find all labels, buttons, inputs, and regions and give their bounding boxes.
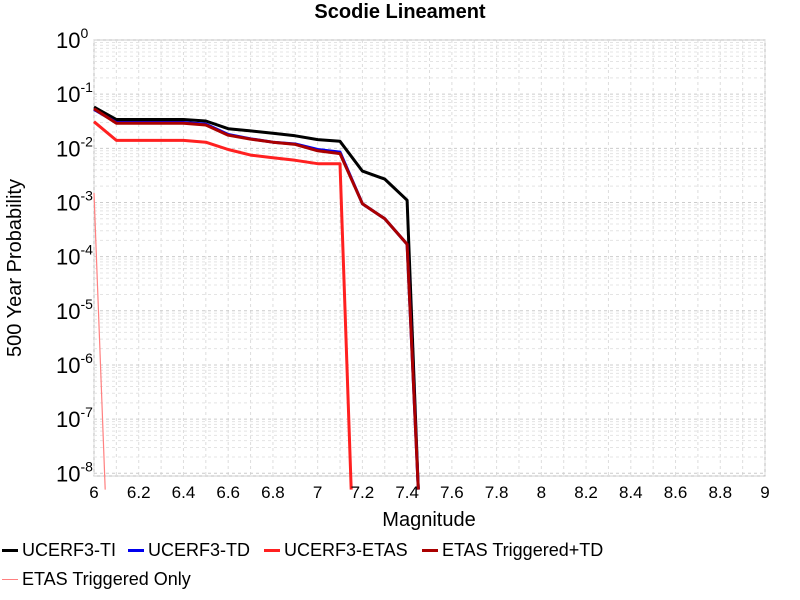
y-tick-label: 10-2 [56,133,93,161]
y-tick-label: 10-7 [56,404,93,432]
y-tick-label: 10-1 [56,79,93,107]
x-tick-label: 7.4 [395,483,419,502]
y-axis-label: 500 Year Probability [4,179,26,357]
legend-label: UCERF3-ETAS [284,540,408,560]
x-tick-labels: 6 6.2 6.4 6.6 6.8 7 7.2 7.4 7.6 7.8 8 8.2 8.4 8.6 8.8 9 [89,483,769,502]
legend-label: ETAS Triggered Only [22,569,191,589]
x-tick-label: 8 [537,483,546,502]
x-tick-label: 9 [760,483,769,502]
y-tick-label: 10-5 [56,296,93,324]
y-tick-label: 100 [56,25,88,53]
chart-title: Scodie Lineament [314,1,485,23]
legend-swatch [422,549,438,552]
x-tick-label: 7 [313,483,322,502]
x-tick-label: 8.4 [619,483,643,502]
x-tick-label: 6.6 [216,483,240,502]
y-tick-labels: 100 10-1 10-2 10-3 10-4 10-5 10-6 10-7 10-8 [56,25,93,486]
x-tick-label: 8.8 [708,483,732,502]
x-tick-label: 6.4 [172,483,196,502]
chart: Scodie Lineament 6 6.2 6.4 6.6 6.8 7 7.2 7.4 7.6… [4,1,770,531]
y-tick-label: 10-3 [56,187,93,215]
x-axis-label: Magnitude [382,509,475,531]
y-tick-label: 10-6 [56,350,93,378]
series-line-etas-triggered-only [93,192,106,490]
x-tick-label: 6.8 [261,483,285,502]
legend-swatch [128,549,144,552]
series-line-ucerf3-etas [93,120,353,490]
y-tick-label: 10-4 [56,242,93,270]
legend-item-etas-triggered-only: ETAS Triggered Only [2,569,191,590]
legend-item-ucerf3-ti: UCERF3-TI [2,540,116,561]
legend-swatch [264,549,280,552]
legend-item-ucerf3-td: UCERF3-TD [128,540,250,561]
grid [93,39,766,477]
legend: UCERF3-TI UCERF3-TD UCERF3-ETAS ETAS Tri… [0,538,800,600]
x-tick-label: 8.2 [574,483,598,502]
series-line-etas-triggered-td [93,107,420,490]
legend-label: UCERF3-TD [148,540,250,560]
series-layer [93,105,420,490]
legend-swatch [2,549,18,552]
legend-label: UCERF3-TI [22,540,116,560]
x-tick-label: 7.8 [485,483,509,502]
x-tick-label: 7.2 [351,483,375,502]
legend-label: ETAS Triggered+TD [442,540,604,560]
legend-swatch [2,579,18,580]
x-tick-label: 6 [89,483,98,502]
legend-item-etas-triggered-td: ETAS Triggered+TD [422,540,603,561]
x-tick-label: 8.6 [664,483,688,502]
x-tick-label: 6.2 [127,483,151,502]
legend-item-ucerf3-etas: UCERF3-ETAS [264,540,408,561]
series-line-ucerf3-ti [93,105,420,490]
x-tick-label: 7.6 [440,483,464,502]
y-tick-label: 10-8 [56,458,93,486]
